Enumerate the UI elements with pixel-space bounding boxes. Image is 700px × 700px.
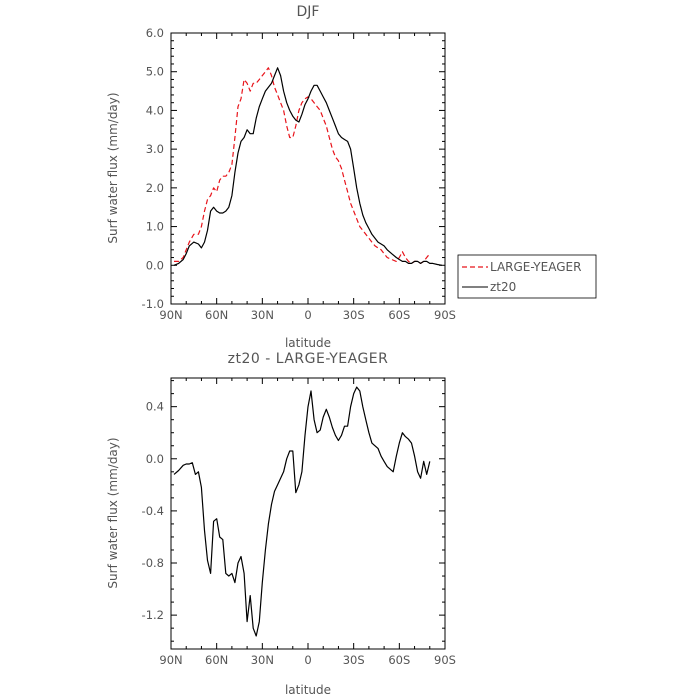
bottom-y-tick-label: -0.4 [142,504,164,518]
bottom-x-tick-label: 90N [159,653,182,667]
bottom-series-line-0 [173,386,431,637]
legend: LARGE-YEAGER zt20 [457,254,597,299]
bottom-chart-title: zt20 - LARGE-YEAGER [228,351,389,367]
bottom-x-axis-label: latitude [285,683,331,697]
top-x-tick-label: 60S [388,308,410,322]
top-y-tick-label: -1.0 [142,297,164,311]
top-y-tick-label: 5.0 [146,65,164,79]
top-y-tick-label: 3.0 [146,142,164,156]
top-series-line-zt20 [173,67,443,266]
top-y-tick-label: 4.0 [146,103,164,117]
top-x-tick-label: 30S [343,308,365,322]
legend-box [457,254,597,299]
bottom-x-tick-label: 0 [304,653,311,667]
top-x-tick-label: 60N [205,308,228,322]
top-chart-title: DJF [297,4,320,20]
top-y-tick-label: 6.0 [146,26,164,40]
bottom-y-tick-label: -0.8 [142,556,164,570]
djf-panel: DJF 90N 60N 30N 0 30S 60S 90S -1.0 0.0 1.0 2.0 3.0 4… [106,4,597,350]
top-x-tick-label: 30N [251,308,274,322]
bottom-x-tick-label: 30N [251,653,274,667]
bottom-axis-ticks: 90N 60N 30N 0 30S 60S 90S -1.2 -0.8 -0.4 0.0 0.4 [142,378,456,667]
top-x-axis-label: latitude [285,336,331,350]
difference-panel: zt20 - LARGE-YEAGER 90N 60N 30N 0 30S 60S 90S -… [106,351,456,697]
top-y-tick-label: 0.0 [146,258,164,272]
top-axis-ticks: 90N 60N 30N 0 30S 60S 90S -1.0 0.0 1.0 2.0 3.0 4.0 5.… [142,26,456,322]
legend-label-large-yeager: LARGE-YEAGER [490,260,581,274]
bottom-y-axis-label: Surf water flux (mm/day) [106,437,120,588]
bottom-y-tick-label: 0.4 [146,400,164,414]
bottom-series-group [173,386,431,637]
bottom-plot-frame [170,377,446,650]
top-x-tick-label: 90S [434,308,456,322]
top-series-line-large-yeager [174,67,431,264]
bottom-y-tick-label: 0.0 [146,452,164,466]
bottom-x-tick-label: 60N [205,653,228,667]
top-y-tick-label: 2.0 [146,181,164,195]
top-plot-frame [170,32,446,305]
top-series-group [173,67,443,266]
top-y-axis-label: Surf water flux (mm/day) [106,92,120,243]
bottom-x-tick-label: 60S [388,653,410,667]
top-x-tick-label: 0 [304,308,311,322]
legend-label-zt20: zt20 [490,280,516,294]
top-x-tick-label: 90N [159,308,182,322]
bottom-x-tick-label: 30S [343,653,365,667]
bottom-y-tick-label: -1.2 [142,608,164,622]
top-y-tick-label: 1.0 [146,220,164,234]
bottom-x-tick-label: 90S [434,653,456,667]
